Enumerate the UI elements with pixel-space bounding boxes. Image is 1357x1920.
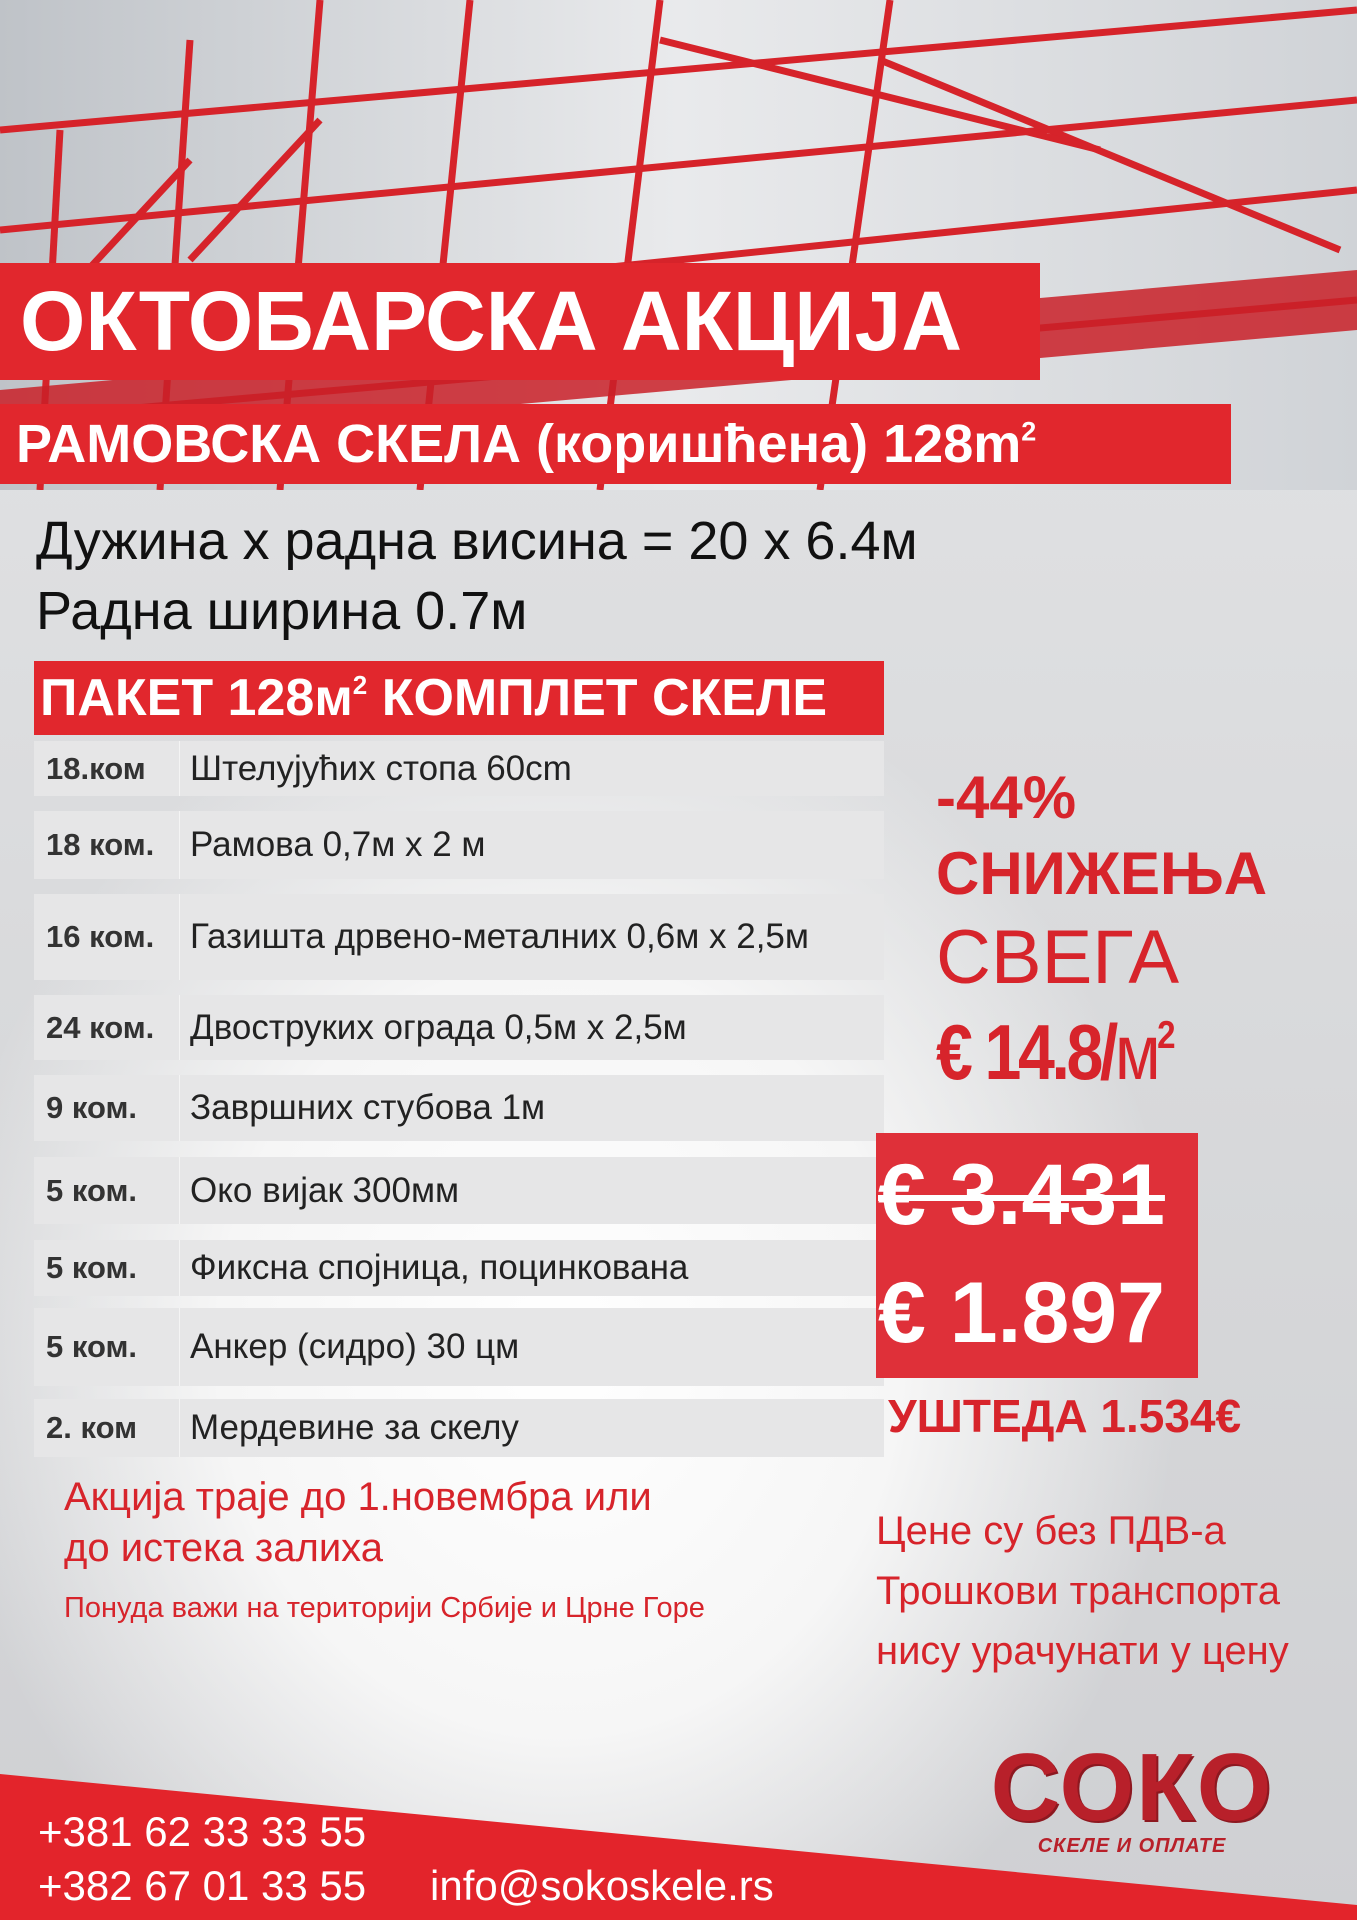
item-qty: 18 ком. [34, 811, 180, 879]
list-item: 18.ком Штелујућих стопа 60cm [34, 741, 884, 796]
territory-note: Понуда важи на територији Србије и Црне … [64, 1592, 705, 1624]
package-title-text: ПАКЕТ 128м [40, 669, 353, 727]
item-desc: Око вијак 300мм [190, 1170, 460, 1210]
item-qty: 24 ком. [34, 995, 180, 1060]
product-subtitle: РАМОВСКА СКЕЛА (коришћена) 128m2 [0, 404, 1231, 484]
subtitle-sup: 2 [1021, 416, 1037, 447]
price-box: € 3.431 € 1.897 [876, 1133, 1198, 1378]
discount-label: СНИЖЕЊА [936, 840, 1268, 907]
item-desc: Мердевине за скелу [190, 1408, 519, 1447]
subtitle-text: РАМОВСКА СКЕЛА (коришћена) 128m [16, 414, 1022, 474]
savings: УШТЕДА 1.534€ [888, 1390, 1242, 1442]
promo-title: ОКТОБАРСКА АКЦИЈА [0, 263, 1040, 380]
price-per-m2-value: € 14.8/ [936, 1008, 1118, 1096]
package-title: ПАКЕТ 128м2 КОМПЛЕТ СКЕЛЕ [34, 661, 884, 735]
list-item: 16 ком. Газишта дрвено-металних 0,6м x 2,… [34, 894, 884, 980]
item-qty: 2. ком [34, 1399, 180, 1457]
price-per-m2-unit: м [1114, 1008, 1161, 1096]
item-qty: 9 ком. [34, 1075, 180, 1141]
item-desc: Штелујућих стопа 60cm [190, 748, 572, 788]
item-desc: Анкер (сидро) 30 цм [190, 1327, 520, 1366]
offer-duration-1: Акција траје до 1.новембра или [64, 1475, 652, 1519]
transport-note-1: Трошкови транспорта [876, 1569, 1280, 1613]
item-desc: Рамова 0,7м x 2 м [190, 825, 486, 864]
logo-tagline: СКЕЛЕ И ОПЛАТЕ [1037, 1835, 1227, 1857]
list-item: 24 ком. Двоструких ограда 0,5м x 2,5м [34, 995, 884, 1060]
list-item: 5 ком. Анкер (сидро) 30 цм [34, 1308, 884, 1386]
package-title-sup: 2 [352, 670, 368, 701]
list-item: 9 ком. Завршних стубова 1м [34, 1075, 884, 1141]
old-price: € 3.431 [878, 1147, 1165, 1243]
logo: СОКО СКЕЛЕ И ОПЛАТЕ [972, 1734, 1292, 1862]
total-label: СВЕГА [936, 915, 1180, 1000]
list-item: 5 ком. Фиксна спојница, поцинкована [34, 1240, 884, 1296]
logo-wordmark: СОКО [990, 1734, 1274, 1841]
item-desc: Газишта дрвено-металних 0,6м x 2,5м [190, 917, 809, 956]
item-qty: 18.ком [34, 741, 180, 796]
list-item: 2. ком Мердевине за скелу [34, 1399, 884, 1457]
transport-note-2: нису урачунати у цену [876, 1629, 1289, 1673]
item-qty: 5 ком. [34, 1157, 180, 1224]
price-per-m2-sup: 2 [1157, 1013, 1175, 1057]
phone-serbia[interactable]: +381 62 33 33 55 [38, 1808, 367, 1855]
item-desc: Двоструких ограда 0,5м x 2,5м [190, 1007, 687, 1047]
item-desc: Завршних стубова 1м [190, 1088, 546, 1127]
list-item: 18 ком. Рамова 0,7м x 2 м [34, 811, 884, 879]
item-qty: 5 ком. [34, 1308, 180, 1386]
package-title-rest: КОМПЛЕТ СКЕЛЕ [367, 669, 828, 727]
list-item: 5 ком. Око вијак 300мм [34, 1157, 884, 1224]
offer-duration-2: до истека залиха [64, 1526, 383, 1570]
spec-width: Радна ширина 0.7м [36, 581, 528, 641]
new-price: € 1.897 [878, 1265, 1165, 1361]
price-per-m2: € 14.8/м2 [936, 1011, 1176, 1094]
email-link[interactable]: info@sokoskele.rs [430, 1862, 774, 1909]
item-desc: Фиксна спојница, поцинкована [190, 1248, 689, 1287]
item-qty: 5 ком. [34, 1240, 180, 1296]
item-qty: 16 ком. [34, 894, 180, 980]
phone-montenegro[interactable]: +382 67 01 33 55 [38, 1862, 367, 1909]
vat-note: Цене су без ПДВ-а [876, 1509, 1226, 1553]
spec-length-height: Дужина x радна висина = 20 x 6.4м [36, 511, 918, 571]
discount-percent: -44% [936, 764, 1077, 831]
